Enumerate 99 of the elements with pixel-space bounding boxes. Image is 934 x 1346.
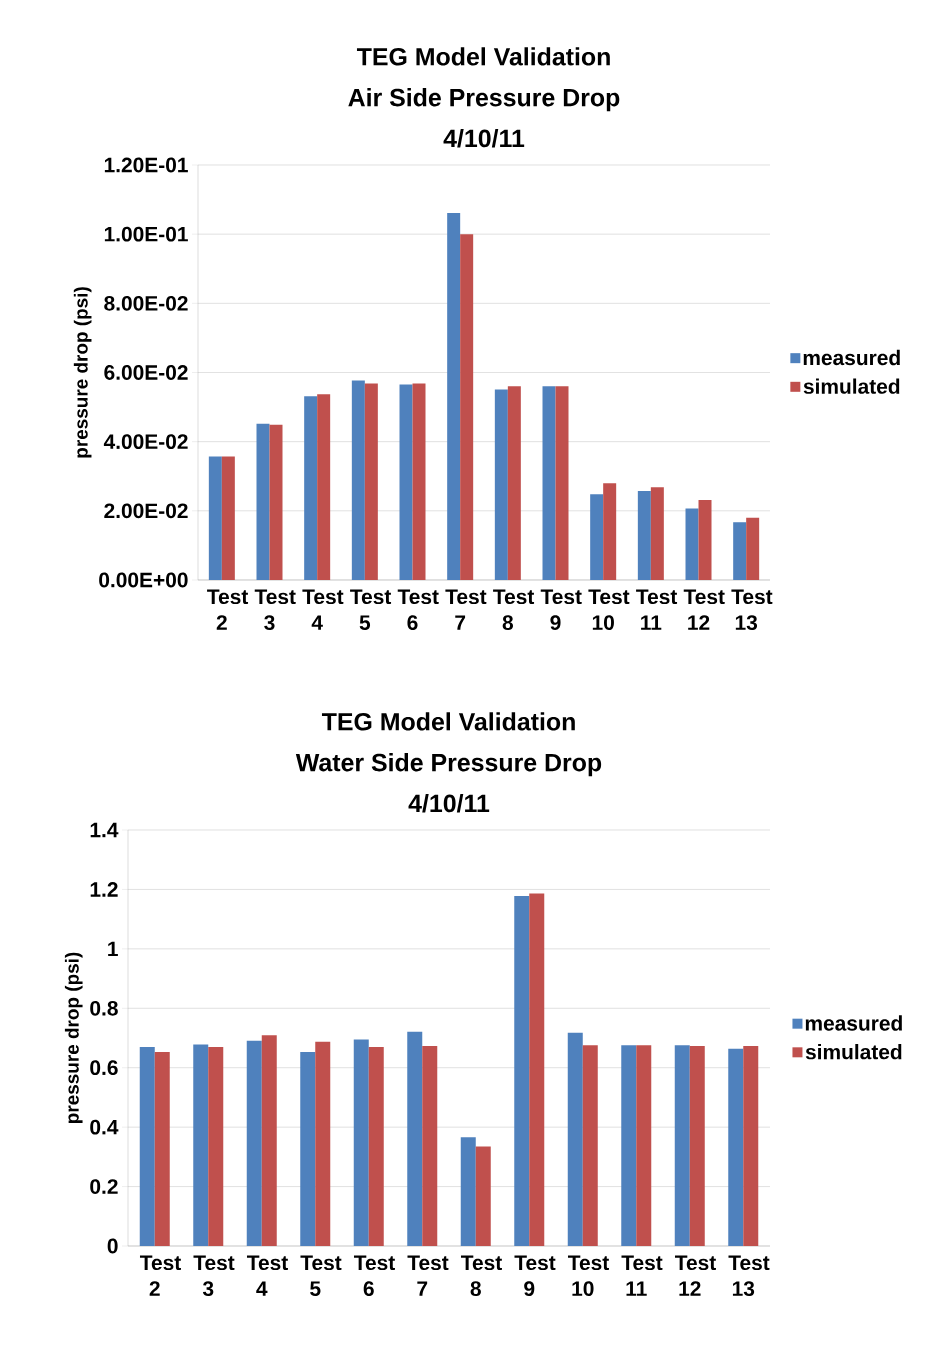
y-tick-label: 0.4: [90, 1119, 119, 1135]
bar: [746, 517, 760, 580]
bar: [154, 1051, 170, 1246]
bar: [514, 895, 530, 1246]
y-tick-label: 0: [107, 1238, 118, 1254]
x-tick-label: Test 10: [567, 1255, 609, 1297]
legend-label: measured: [805, 1015, 902, 1031]
bar: [353, 1039, 369, 1246]
x-tick-label: Test 4: [302, 589, 344, 630]
bar: [637, 491, 651, 580]
bar: [447, 213, 461, 580]
bar: [698, 500, 712, 580]
bar: [261, 1035, 277, 1246]
chart-subtitle: Water Side Pressure Drop: [295, 753, 602, 777]
x-tick-label: Test 4: [246, 1255, 288, 1296]
bar: [555, 386, 569, 580]
x-tick-label: Test 13: [731, 589, 773, 631]
y-tick-label: 0.00E+00: [99, 572, 188, 588]
x-tick-label: Test 2: [207, 589, 249, 630]
x-tick-label: Test 9: [514, 1255, 556, 1297]
bar: [368, 1046, 384, 1246]
bar: [317, 394, 331, 580]
x-tick-label: Test 5: [300, 1255, 342, 1297]
chart-title: TEG Model Validation: [321, 712, 575, 731]
y-tick-label: 6.00E-02: [104, 365, 188, 380]
bar: [208, 1046, 224, 1246]
bar: [460, 234, 474, 580]
bar: [193, 1044, 209, 1246]
bar: [674, 1045, 690, 1246]
x-tick-label: Test 10: [588, 589, 630, 631]
bar: [689, 1046, 705, 1246]
y-tick-label: 0.8: [90, 1000, 118, 1016]
bar: [246, 1040, 262, 1246]
y-tick-label: 1.2: [90, 882, 118, 897]
y-tick-label: 8.00E-02: [104, 295, 188, 311]
bar: [743, 1046, 759, 1246]
x-tick-label: Test 11: [621, 1255, 663, 1296]
bar: [399, 384, 413, 580]
bar: [685, 508, 699, 580]
y-tick-label: 4.00E-02: [103, 434, 188, 450]
x-tick-label: Test 7: [445, 589, 487, 630]
y-axis-title: pressure drop (psi): [73, 287, 92, 458]
bar: [300, 1051, 316, 1246]
x-tick-label: Test 3: [254, 589, 296, 631]
x-tick-label: Test 6: [397, 589, 439, 631]
x-tick-label: Test 13: [728, 1255, 770, 1297]
x-tick-label: Test 5: [350, 589, 392, 631]
chart-title: TEG Model Validation: [356, 47, 610, 66]
bar: [728, 1048, 744, 1246]
text: 4/10/11: [443, 128, 525, 148]
bar: [636, 1045, 652, 1246]
bar: [507, 386, 521, 580]
y-tick-label: 0.2: [90, 1179, 118, 1194]
bar: [269, 424, 283, 580]
x-tick-label: Test 6: [353, 1255, 395, 1297]
text: 4/10/11: [408, 793, 490, 813]
y-tick-label: 0.6: [90, 1060, 118, 1076]
bar: [590, 494, 604, 580]
x-tick-label: Test 7: [407, 1255, 449, 1296]
legend-label: simulated: [805, 1043, 902, 1060]
y-tick-label: 1.20E-01: [104, 157, 188, 173]
x-tick-label: Test 9: [540, 589, 582, 631]
x-tick-label: Test 11: [636, 589, 678, 630]
bar: [407, 1031, 423, 1246]
bar: [650, 487, 664, 580]
y-tick-label: 1: [108, 941, 118, 957]
chart-subtitle: Air Side Pressure Drop: [348, 88, 620, 112]
x-tick-label: Test 3: [193, 1255, 235, 1297]
bar: [494, 389, 508, 580]
bar: [621, 1045, 637, 1246]
bar: [256, 423, 270, 580]
bar: [364, 383, 378, 580]
bar: [315, 1041, 331, 1246]
y-axis-title: pressure drop (psi): [64, 952, 83, 1123]
x-tick-label: Test 8: [460, 1255, 502, 1297]
y-tick-label: 1.4: [90, 822, 119, 838]
legend-label: measured: [803, 349, 900, 366]
bar: [603, 483, 617, 580]
bar: [567, 1032, 583, 1246]
bar: [582, 1045, 598, 1246]
x-tick-label: Test 8: [493, 589, 535, 631]
bar: [460, 1137, 476, 1246]
bar: [139, 1046, 155, 1246]
bar: [422, 1046, 438, 1246]
y-tick-label: 2.00E-02: [104, 503, 188, 519]
bar: [529, 893, 545, 1246]
x-tick-label: Test 2: [139, 1255, 181, 1296]
x-tick-label: Test 12: [683, 589, 725, 630]
bar: [542, 386, 556, 580]
x-tick-label: Test 12: [674, 1255, 716, 1296]
bar: [208, 456, 222, 580]
y-tick-label: 1.00E-01: [104, 226, 188, 242]
bar: [351, 380, 365, 580]
bar: [733, 522, 747, 580]
bar: [221, 456, 235, 580]
bar: [475, 1146, 491, 1246]
bar: [304, 396, 318, 580]
bar: [412, 383, 426, 580]
legend-label: simulated: [803, 378, 900, 394]
